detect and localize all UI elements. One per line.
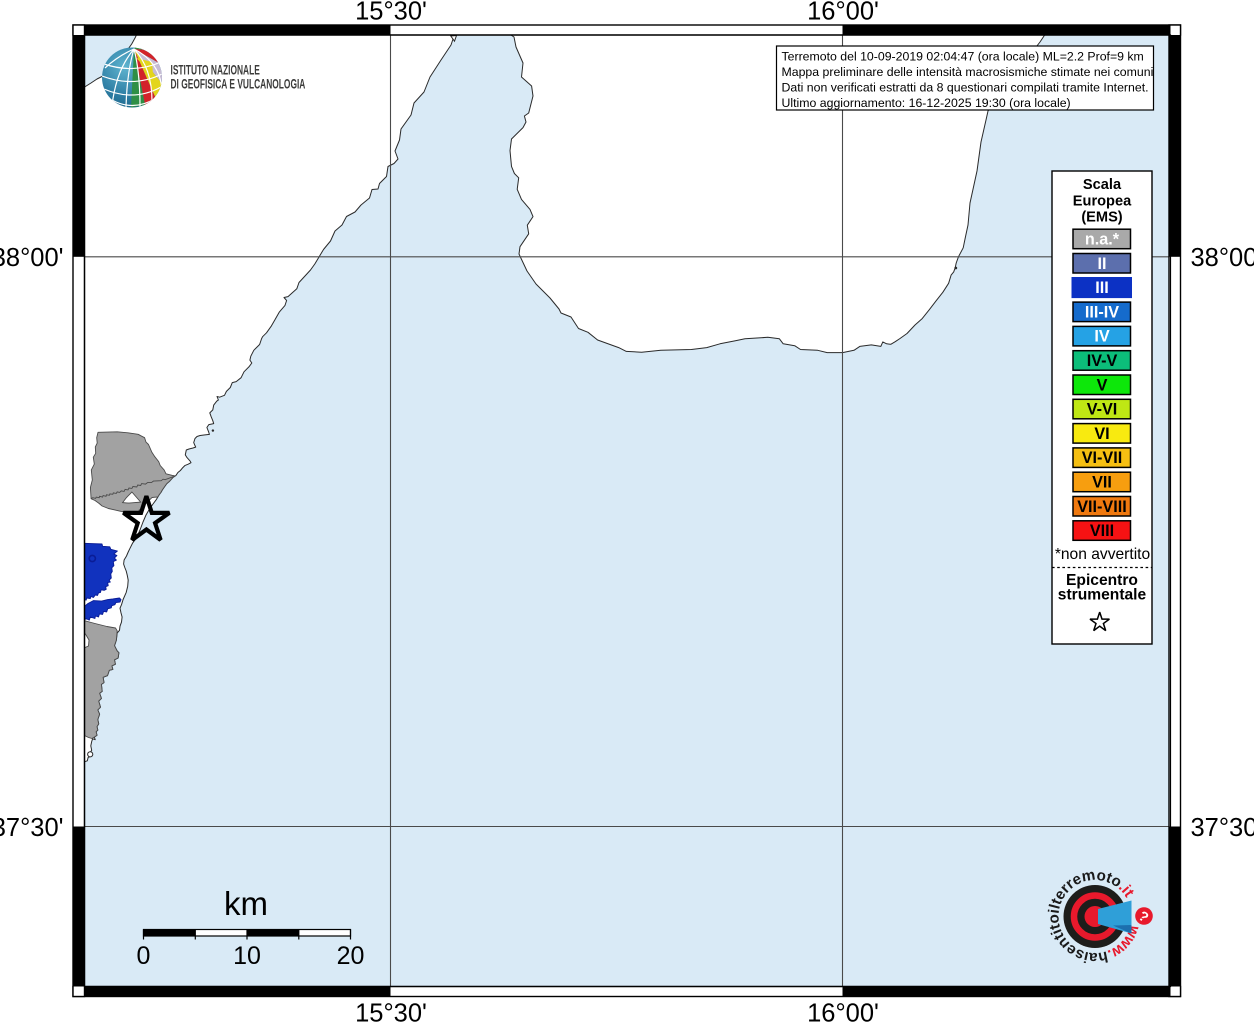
svg-text:38°00': 38°00' (0, 244, 64, 272)
svg-text:IV-V: IV-V (1087, 352, 1118, 370)
svg-text:(EMS): (EMS) (1081, 210, 1122, 226)
svg-text:VIII: VIII (1090, 522, 1114, 540)
svg-text:*non avvertito: *non avvertito (1055, 546, 1151, 563)
svg-text:Terremoto del 10-09-2019 02:04: Terremoto del 10-09-2019 02:04:47 (ora l… (782, 49, 1144, 63)
svg-text:Scala: Scala (1083, 177, 1122, 193)
svg-text:15°30': 15°30' (355, 0, 427, 26)
svg-text:a: a (1088, 949, 1098, 966)
svg-text:VI: VI (1094, 425, 1109, 443)
svg-text:IV: IV (1094, 328, 1109, 346)
svg-text:V: V (1097, 376, 1108, 394)
svg-text:o: o (1045, 914, 1063, 924)
svg-text:20: 20 (337, 942, 365, 970)
svg-text:t: t (1046, 922, 1064, 931)
svg-text:VII: VII (1092, 474, 1112, 492)
svg-text:Mappa preliminare delle intens: Mappa preliminare delle intensità macros… (782, 65, 1154, 79)
svg-text:II: II (1098, 255, 1107, 273)
svg-text:VII-VIII: VII-VIII (1077, 498, 1126, 516)
svg-text:DI GEOFISICA E VULCANOLOGIA: DI GEOFISICA E VULCANOLOGIA (171, 77, 306, 92)
svg-text:VI-VII: VI-VII (1082, 449, 1122, 467)
svg-text:km: km (224, 885, 268, 922)
svg-text:h: h (1097, 947, 1109, 965)
svg-text:o: o (1095, 867, 1107, 885)
svg-text:t: t (1104, 869, 1115, 887)
svg-text:Epicentro: Epicentro (1066, 572, 1138, 589)
svg-text:10: 10 (233, 942, 261, 970)
svg-text:III-IV: III-IV (1085, 303, 1119, 321)
svg-text:0: 0 (137, 942, 151, 970)
svg-text:16°00': 16°00' (807, 999, 879, 1024)
svg-text:Europea: Europea (1073, 193, 1132, 209)
svg-text:III: III (1095, 279, 1109, 297)
svg-text:Ultimo aggiornamento: 16-12-20: Ultimo aggiornamento: 16-12-2025 19:30 (… (782, 96, 1071, 110)
svg-text:37°30': 37°30' (0, 814, 64, 842)
svg-text:ISTITUTO NAZIONALE: ISTITUTO NAZIONALE (171, 63, 261, 78)
svg-text:l: l (1046, 903, 1064, 911)
svg-text:V-VI: V-VI (1087, 401, 1118, 419)
svg-text:t: t (1048, 896, 1066, 907)
svg-text:38°00': 38°00' (1191, 244, 1254, 272)
svg-text:m: m (1081, 867, 1097, 886)
svg-text:i: i (1048, 927, 1065, 937)
svg-text:i: i (1082, 948, 1090, 966)
svg-text:16°00': 16°00' (807, 0, 879, 26)
svg-text:37°30': 37°30' (1191, 814, 1254, 842)
svg-text:strumentale: strumentale (1058, 587, 1147, 604)
svg-text:15°30': 15°30' (355, 999, 427, 1024)
svg-text:.: . (1105, 946, 1115, 963)
svg-text:n.a.*: n.a.* (1085, 231, 1120, 249)
svg-text:i: i (1046, 908, 1063, 914)
svg-text:Dati non verificati estratti d: Dati non verificati estratti da 8 questi… (782, 81, 1149, 95)
